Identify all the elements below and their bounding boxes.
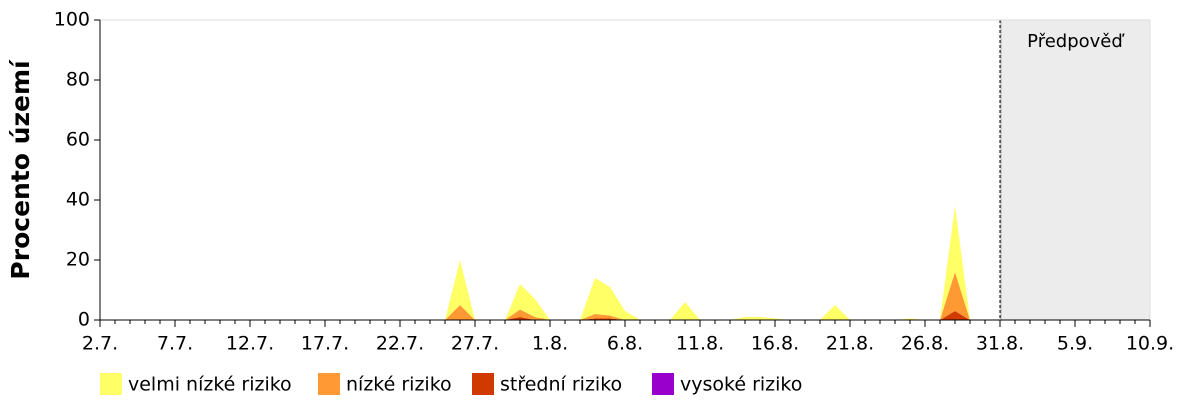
y-tick-label: 80 (66, 69, 90, 91)
area (100, 206, 1000, 320)
x-tick-label: 11.8. (676, 333, 724, 355)
x-tick-label: 2.7. (82, 333, 118, 355)
legend-label: velmi nízké riziko (128, 374, 292, 396)
legend-swatch (318, 373, 340, 395)
y-tick-label: 60 (66, 129, 90, 151)
x-tick-label: 22.7. (376, 333, 424, 355)
legend-label: střední riziko (500, 374, 622, 396)
legend-item: velmi nízké riziko (100, 373, 292, 396)
legend-item: vysoké riziko (652, 373, 802, 396)
plot-frame (99, 19, 1151, 321)
legend-item: nízké riziko (318, 373, 452, 396)
x-tick-label: 16.8. (751, 333, 799, 355)
x-tick-label: 31.8. (976, 333, 1024, 355)
x-tick-label: 7.7. (157, 333, 193, 355)
area (100, 272, 1000, 320)
forecast-region (1000, 19, 1151, 321)
x-tick-label: 1.8. (532, 333, 568, 355)
y-tick-label: 40 (66, 189, 90, 211)
area (100, 311, 1000, 320)
x-tick-label: 17.7. (301, 333, 349, 355)
x-tick-label: 26.8. (901, 333, 949, 355)
legend-swatch (472, 373, 494, 395)
legend-label: nízké riziko (346, 374, 452, 396)
x-tick-label: 27.7. (451, 333, 499, 355)
y-tick-label: 20 (66, 249, 90, 271)
legend-label: vysoké riziko (680, 374, 802, 396)
legend-swatch (652, 373, 674, 395)
legend-item: střední riziko (472, 373, 622, 396)
legend-swatch (100, 373, 122, 395)
forecast-label: Předpověď (1027, 31, 1125, 52)
x-tick-label: 21.8. (826, 333, 874, 355)
x-tick-label: 10.9. (1126, 333, 1174, 355)
y-tick-label: 0 (78, 309, 90, 331)
x-tick-label: 5.9. (1057, 333, 1093, 355)
y-axis-title: Procento území (6, 59, 35, 280)
x-tick-label: 12.7. (226, 333, 274, 355)
y-tick-label: 100 (54, 9, 90, 31)
x-tick-label: 6.8. (607, 333, 643, 355)
